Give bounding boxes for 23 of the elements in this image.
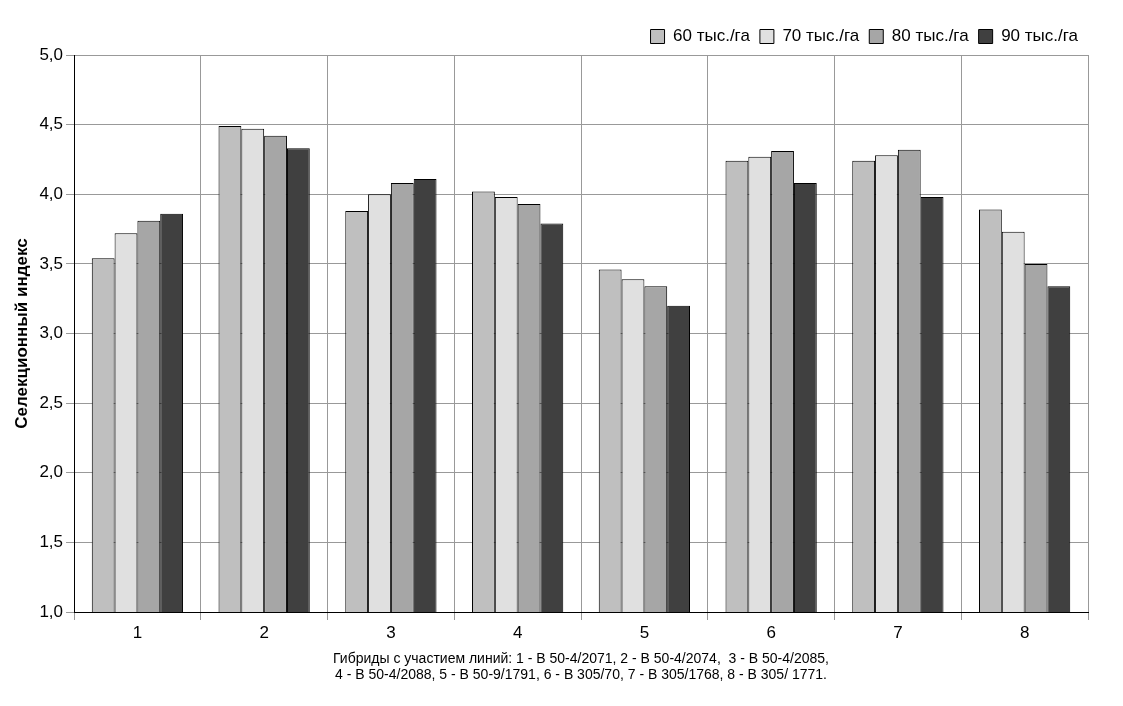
y-tick-label: 5,0: [39, 44, 64, 64]
x-tick-label: 4: [512, 622, 523, 642]
y-tick-label: 2,5: [39, 392, 64, 412]
y-tick-label: 2,0: [39, 462, 64, 482]
legend-label: 90 тыс./га: [1001, 26, 1079, 46]
y-axis-title: Селекционный индекс: [11, 238, 31, 429]
y-tick-label: 1,0: [39, 601, 64, 621]
x-tick-label: 6: [766, 622, 776, 642]
y-tick-label: 1,5: [39, 532, 64, 552]
y-tick-label: 3,5: [39, 253, 64, 273]
x-tick-label: 5: [639, 622, 650, 642]
y-tick-label: 3,0: [39, 323, 64, 343]
x-tick-label: 7: [893, 622, 903, 642]
x-tick-label: 3: [386, 622, 396, 642]
x-tick-label: 1: [132, 622, 143, 642]
legend-label: 80 тыс./га: [891, 26, 970, 46]
y-tick-label: 4,0: [39, 183, 64, 203]
x-tick-label: 2: [259, 622, 269, 642]
legend-label: 70 тыс./га: [782, 26, 860, 46]
x-axis-title: Гибриды с участием линий: 1 - В 50-4/2071, 2 - В 50-4/2074, 3 - В 50-4/2085, 4 - В 50-4/2088, 5 - В 50-9/1791, 6 - В 305/70, 7 - В 305/1768, 8 - В 305/ 1771.: [333, 649, 829, 683]
y-tick-label: 4,5: [39, 114, 64, 134]
x-tick-label: 8: [1019, 622, 1030, 642]
legend-label: 60 тыс./га: [673, 26, 751, 46]
